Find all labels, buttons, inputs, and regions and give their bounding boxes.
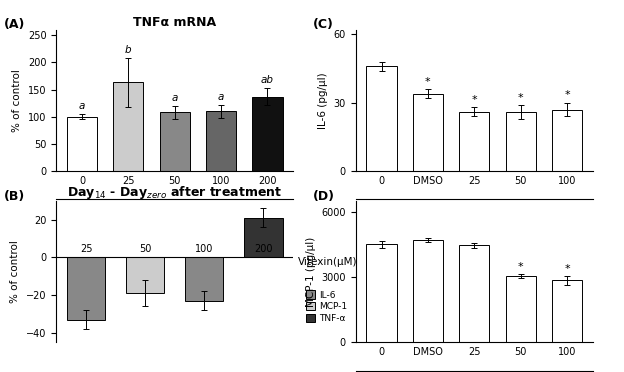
Text: a: a [218,92,224,102]
Bar [67,257,105,320]
Y-axis label: % of control: % of control [12,69,22,132]
Text: 50: 50 [139,244,152,254]
Text: a: a [172,93,178,103]
Text: 100: 100 [195,244,213,254]
Text: *: * [564,264,570,274]
Text: a: a [79,101,85,111]
Text: *: * [564,90,570,100]
Legend: IL-6, MCP-1, TNF-α: IL-6, MCP-1, TNF-α [303,287,351,327]
Title: TNFα mRNA: TNFα mRNA [133,16,217,29]
Text: *: * [518,262,524,272]
Bar [160,112,190,171]
Text: (C): (C) [313,19,334,32]
Bar [413,240,443,342]
Text: *: * [471,95,477,105]
Text: b: b [125,45,132,55]
Text: *: * [425,77,431,87]
Text: (D): (D) [313,190,335,203]
Bar [114,83,144,171]
Bar [459,246,489,342]
Bar [552,110,582,171]
Bar [413,94,443,171]
Text: ab: ab [261,75,274,85]
Text: *: * [518,93,524,103]
Bar [459,112,489,171]
Bar [206,111,236,171]
Text: Vitexin (μM): Vitexin (μM) [139,211,211,221]
Bar [505,112,535,171]
Bar [366,244,397,342]
Title: Day$_{14}$ - Day$_{zero}$ after treatment: Day$_{14}$ - Day$_{zero}$ after treatmen… [67,184,282,201]
Bar [505,276,535,342]
Text: 25: 25 [80,244,92,254]
Text: 종피 (μg/ml): 종피 (μg/ml) [445,211,504,221]
Bar [126,257,164,293]
Text: 200: 200 [254,244,273,254]
Text: Vitexin(μM): Vitexin(μM) [298,257,358,267]
Y-axis label: MCP-1 (pg/μl): MCP-1 (pg/μl) [306,237,316,307]
Text: (A): (A) [4,19,26,32]
Bar [185,257,223,301]
Bar [67,117,97,171]
Bar [552,280,582,342]
Bar [366,66,397,171]
Y-axis label: IL-6 (pg/μl): IL-6 (pg/μl) [318,72,328,129]
Text: (B): (B) [4,190,25,203]
Bar [252,97,283,171]
Y-axis label: % of control: % of control [11,240,21,303]
Bar [244,218,283,257]
